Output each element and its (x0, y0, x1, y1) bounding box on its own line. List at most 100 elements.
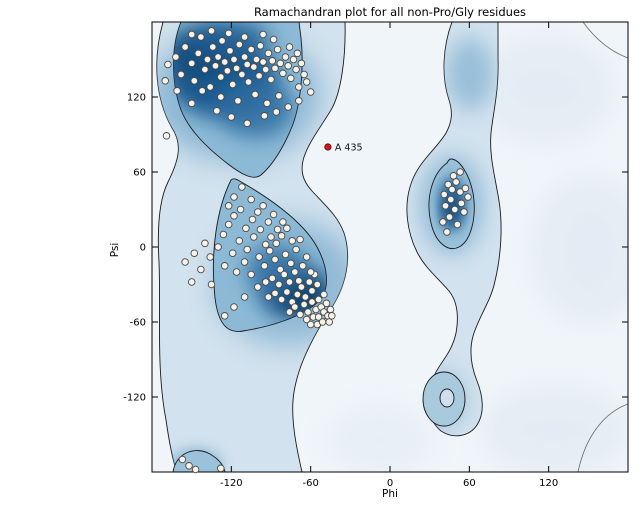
residue-point (287, 259, 295, 268)
residue-point (185, 462, 193, 470)
residue-point (230, 193, 238, 201)
residue-point (306, 320, 315, 329)
residue-point (320, 290, 328, 299)
residue-point (240, 258, 249, 266)
residue-point (447, 195, 455, 204)
residue-point (259, 58, 267, 66)
residue-point (254, 283, 262, 291)
residue-point (325, 318, 333, 326)
residue-point (295, 277, 303, 285)
residue-point (187, 278, 196, 286)
residue-point (284, 62, 292, 70)
residue-point (226, 47, 234, 55)
residue-point (213, 107, 221, 115)
residue-point (261, 240, 270, 249)
residue-point (250, 233, 258, 241)
residue-point (197, 265, 205, 274)
residue-point (277, 232, 286, 240)
residue-point (275, 280, 283, 289)
residue-point (190, 249, 199, 257)
residue-point (277, 295, 286, 304)
residue-point (293, 290, 302, 299)
x-axis-label: Phi (382, 488, 398, 500)
residue-point (220, 58, 229, 66)
residue-point (234, 97, 242, 105)
residue-point (275, 92, 283, 100)
residue-point (218, 37, 226, 45)
residue-point (254, 208, 262, 216)
residue-point (326, 305, 335, 314)
residue-point (217, 73, 225, 81)
residue-point (297, 59, 306, 68)
residue-point (238, 183, 246, 191)
density-background (152, 22, 628, 472)
residue-point (247, 45, 255, 54)
residue-point (449, 172, 458, 180)
residue-point (259, 30, 267, 39)
residue-point (292, 65, 300, 74)
residue-point (268, 274, 277, 283)
residue-point (460, 208, 468, 216)
residue-point (224, 202, 233, 210)
residue-point (264, 218, 273, 226)
residue-point (244, 78, 253, 86)
plot-title: Ramachandran plot for all non-Pro/Gly re… (254, 5, 526, 19)
residue-point (209, 43, 217, 51)
residue-point (240, 293, 249, 301)
residue-point (203, 55, 212, 64)
residue-point (198, 87, 206, 95)
residue-point (273, 225, 282, 234)
residue-point (259, 202, 267, 210)
residue-point (250, 63, 258, 71)
x-tick-label: -60 (302, 478, 318, 489)
residue-point (201, 65, 209, 74)
residue-point (445, 213, 454, 221)
residue-point (292, 245, 300, 254)
residue-point (285, 43, 294, 51)
residue-point (456, 188, 464, 196)
residue-point (220, 312, 229, 320)
residue-point (255, 72, 263, 80)
residue-point (271, 255, 279, 264)
residue-point (247, 195, 255, 204)
axis-ticks: -120 -60 0 60 120 -120 -60 0 60 120 (123, 22, 628, 489)
residue-point (271, 64, 279, 73)
residue-point (235, 40, 244, 49)
residue-point (260, 112, 269, 120)
residue-point (279, 218, 287, 226)
residue-point (273, 45, 282, 54)
residue-point (256, 42, 265, 50)
residue-point (318, 318, 327, 326)
residue-point (285, 308, 294, 316)
x-tick-label: 60 (463, 478, 476, 489)
residue-point (228, 80, 237, 89)
residue-point (302, 253, 311, 261)
residue-point (283, 288, 291, 296)
residue-point (291, 303, 299, 311)
residue-point (248, 215, 257, 224)
residue-point (280, 270, 288, 279)
residue-point (302, 315, 311, 324)
residue-point (328, 312, 336, 320)
residue-point (197, 33, 205, 41)
residue-point (178, 455, 187, 464)
residue-point (230, 55, 238, 64)
residue-point (289, 55, 298, 64)
residue-point (187, 99, 196, 108)
residue-point (252, 55, 261, 64)
scatter-points-layer: A 435 (161, 27, 472, 474)
residue-point (269, 210, 278, 219)
residue-point (461, 184, 470, 193)
residue-point (194, 49, 203, 58)
residue-point (201, 239, 209, 248)
residue-point (314, 313, 323, 321)
residue-point (276, 59, 285, 68)
residue-point (287, 74, 295, 83)
residue-point (281, 250, 290, 259)
residue-point (236, 205, 245, 214)
y-tick-label: 60 (133, 168, 146, 179)
residue-point (261, 65, 270, 74)
residue-point (439, 218, 447, 226)
